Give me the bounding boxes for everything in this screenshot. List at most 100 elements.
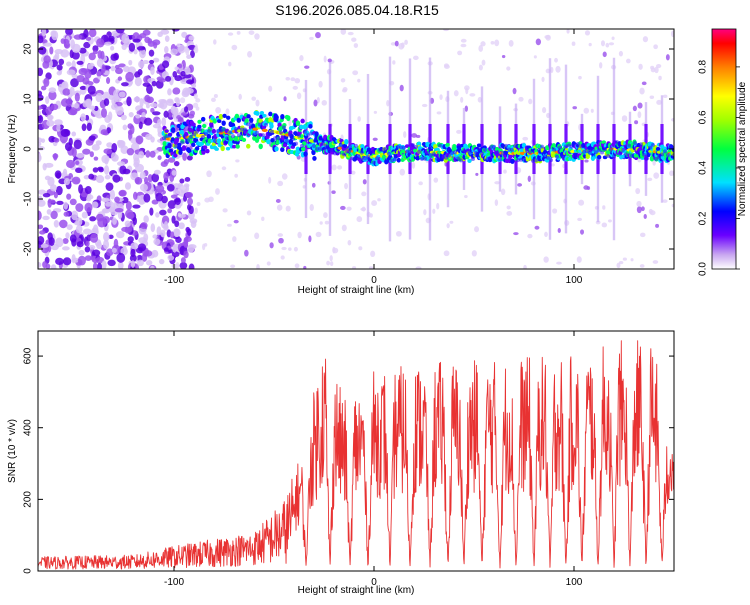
noise-speck [101, 260, 107, 269]
noise-speck [89, 216, 97, 222]
ridge-edge [576, 141, 580, 146]
ridge-edge [231, 134, 235, 139]
noise-speck [153, 238, 161, 246]
noise-speck [577, 217, 583, 222]
noise-speck [412, 55, 419, 61]
ridge-edge [297, 133, 301, 138]
noise-speck [38, 210, 42, 221]
noise-speck [174, 66, 179, 71]
noise-speck [221, 166, 227, 171]
noise-speck [95, 175, 105, 184]
noise-speck [313, 99, 318, 107]
noise-speck [149, 207, 154, 216]
noise-speck [268, 85, 273, 92]
noise-speck [206, 170, 212, 178]
noise-speck [227, 32, 234, 36]
ridge-cell [585, 154, 590, 160]
noise-speck [636, 206, 642, 214]
noise-speck [170, 194, 178, 199]
noise-speck [92, 224, 99, 235]
noise-speck [110, 65, 116, 72]
noise-speck [544, 231, 548, 238]
ridge-edge [192, 132, 196, 137]
noise-speck [443, 63, 449, 68]
noise-speck [351, 37, 357, 42]
ridge-edge [633, 140, 637, 145]
ridge-edge [378, 147, 382, 152]
ridge-edge [627, 143, 631, 148]
noise-speck [46, 119, 55, 127]
noise-speck [254, 232, 260, 240]
noise-speck [153, 41, 158, 49]
ridge-cell [231, 144, 237, 149]
noise-speck [188, 35, 195, 41]
ridge-edge [528, 150, 532, 155]
ridge-edge [429, 153, 433, 158]
noise-speck [395, 230, 402, 237]
noise-speck [175, 262, 180, 269]
noise-speck [60, 128, 70, 137]
noise-speck [471, 250, 477, 257]
noise-speck [86, 122, 92, 132]
noise-speck [157, 155, 162, 161]
ridge-edge [195, 129, 199, 134]
noise-speck [132, 217, 137, 225]
noise-speck [108, 234, 114, 240]
ridge-cell [173, 153, 178, 158]
ridge-edge [207, 129, 211, 134]
noise-speck [106, 248, 114, 256]
noise-speck [449, 220, 454, 224]
noise-speck [38, 235, 45, 245]
noise-speck [299, 55, 304, 62]
noise-speck [578, 199, 585, 206]
noise-speck [83, 174, 90, 180]
noise-speck [139, 183, 149, 192]
noise-speck [117, 76, 123, 81]
ridge-cell [307, 143, 313, 148]
noise-speck [38, 141, 42, 147]
noise-speck [85, 98, 93, 107]
noise-speck [215, 106, 222, 114]
spectrogram-y-ticks: -20 -10 0 10 20 [23, 43, 674, 256]
noise-speck [101, 197, 110, 203]
noise-speck [163, 247, 169, 252]
ridge-edge [558, 145, 562, 150]
noise-speck [129, 124, 135, 135]
ridge-cell [342, 144, 348, 149]
noise-speck [38, 46, 47, 55]
noise-speck [141, 112, 146, 118]
noise-speck [541, 76, 545, 82]
noise-speck [104, 174, 111, 180]
noise-speck [183, 250, 189, 259]
noise-speck [75, 153, 85, 158]
ridge-edge [327, 147, 331, 152]
noise-speck [50, 210, 58, 220]
noise-speck [588, 42, 592, 47]
noise-speck [143, 117, 153, 126]
ridge-edge [666, 153, 670, 158]
ridge-edge [441, 155, 445, 160]
noise-speck [256, 263, 260, 269]
noise-speck [84, 246, 91, 253]
ridge-edge [663, 149, 667, 154]
ridge-edge [324, 143, 328, 148]
ridge-edge [645, 156, 649, 161]
ridge-edge [312, 144, 316, 149]
noise-speck [460, 43, 467, 48]
ridge-cell [236, 117, 242, 123]
noise-speck [281, 246, 287, 251]
noise-speck [179, 97, 186, 104]
noise-speck [63, 201, 69, 210]
noise-speck [48, 237, 55, 246]
noise-speck [121, 226, 130, 232]
noise-speck [177, 212, 182, 217]
noise-speck [572, 106, 577, 110]
noise-speck [399, 168, 406, 176]
ridge-edge [546, 155, 550, 160]
noise-speck [63, 177, 71, 186]
ridge-edge [588, 150, 592, 155]
ridge-edge [468, 150, 472, 155]
noise-speck [149, 265, 155, 269]
ridge-cell [274, 114, 279, 120]
noise-speck [347, 239, 352, 246]
